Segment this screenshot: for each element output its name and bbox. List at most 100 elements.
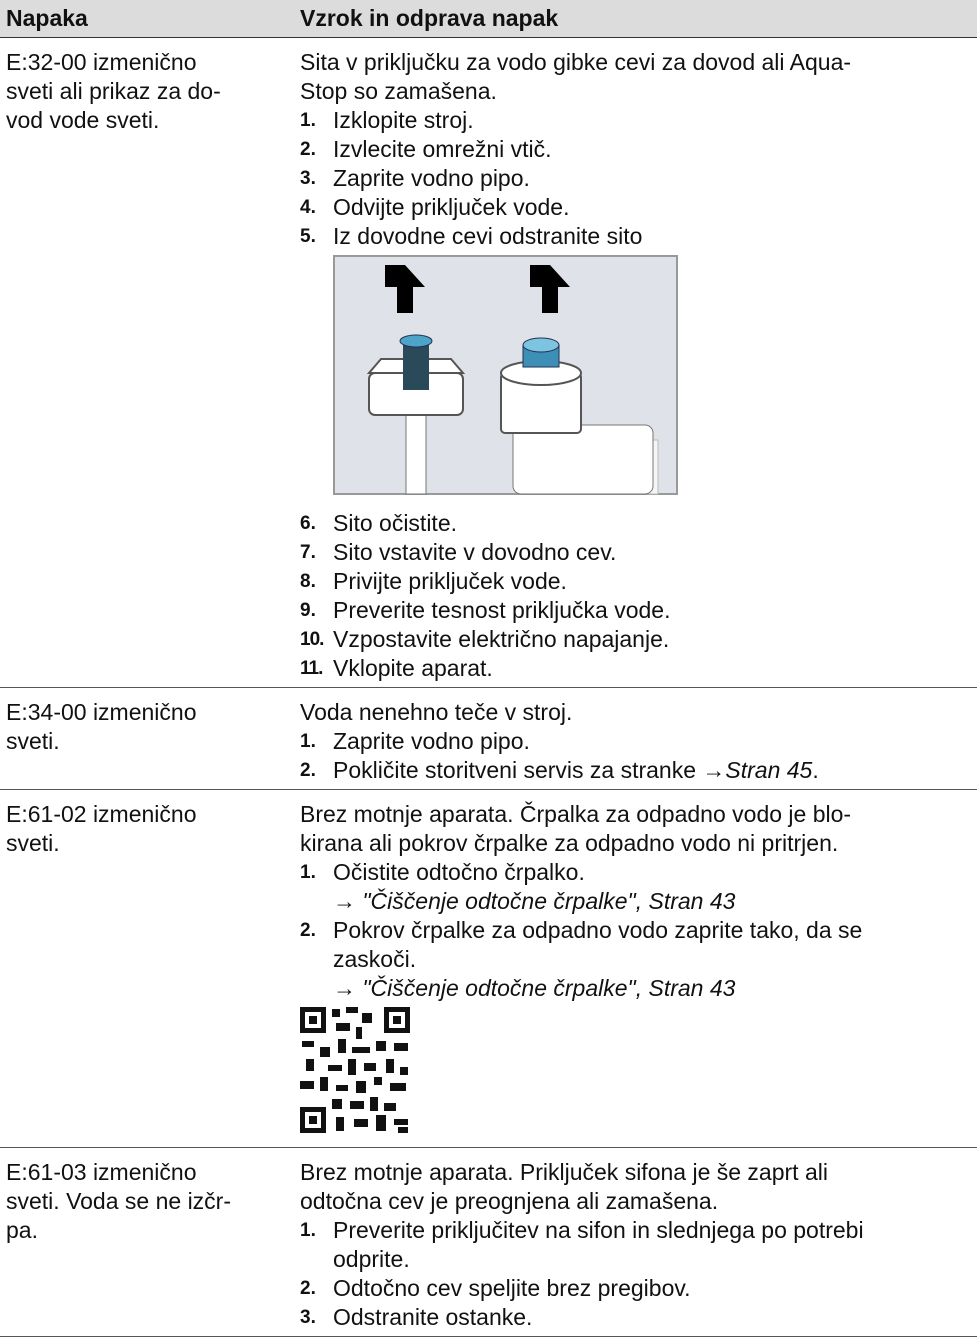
reference-link[interactable]: → "Čiščenje odtočne črpalke", Stran 43	[333, 888, 736, 914]
step-line: 8. Privijte priključek vode.	[300, 567, 977, 596]
step-number: 6.	[300, 513, 316, 534]
step-number: 11.	[300, 658, 323, 679]
cause-text: Sita v priključku za vodo gibke cevi za …	[300, 49, 852, 75]
step-text: Privijte priključek vode.	[333, 568, 567, 594]
table-row: E:32-00 izmenično sveti ali prikaz za do-…	[0, 38, 977, 688]
step-line: 2. Pokličite storitveni servis za stranke…	[300, 756, 977, 785]
cause-cell: Sita v priključku za vodo gibke cevi za …	[300, 38, 977, 687]
step-number	[300, 1245, 333, 1274]
reference-line: → "Čiščenje odtočne črpalke", Stran 43	[300, 887, 977, 916]
step-text: Iz dovodne cevi odstranite sito	[333, 223, 643, 249]
step-text: Odtočno cev speljite brez pregibov.	[333, 1275, 691, 1301]
step-line: 5. Iz dovodne cevi odstranite sito	[300, 222, 977, 251]
cause-text: Voda nenehno teče v stroj.	[300, 699, 573, 725]
fault-cell: E:32-00 izmenično sveti ali prikaz za do-…	[0, 38, 300, 687]
illustration	[333, 255, 678, 495]
step-line: 3. Odstranite ostanke.	[300, 1303, 977, 1332]
step-text: odprite.	[333, 1246, 410, 1272]
step-number	[300, 945, 333, 974]
indent	[300, 887, 333, 916]
link-suffix: .	[812, 757, 819, 783]
fault-cell: E:61-02 izmenično sveti.	[0, 790, 300, 1147]
step-number: 8.	[300, 571, 316, 592]
step-line: 2. Izvlecite omrežni vtič.	[300, 135, 977, 164]
fault-text: sveti. Voda se ne izčr-	[6, 1188, 231, 1214]
fault-text: vod vode sveti.	[6, 107, 160, 133]
indent	[300, 974, 333, 1003]
step-line: zaskoči.	[300, 945, 977, 974]
step-number: 1.	[300, 110, 316, 131]
header-cell: Napaka	[6, 5, 88, 31]
step-number: 4.	[300, 197, 316, 218]
step-line: 1. Izklopite stroj.	[300, 106, 977, 135]
step-line: 3. Zaprite vodno pipo.	[300, 164, 977, 193]
step-number: 2.	[300, 760, 316, 781]
cause-cell: Brez motnje aparata. Črpalka za odpadno …	[300, 790, 977, 1147]
step-line: 11. Vklopite aparat.	[300, 654, 977, 683]
step-line: 7. Sito vstavite v dovodno cev.	[300, 538, 977, 567]
step-line: 6. Sito očistite.	[300, 509, 977, 538]
step-text: Sito vstavite v dovodno cev.	[333, 539, 617, 565]
cause-text: odtočna cev je preognjena ali zamašena.	[300, 1188, 719, 1214]
table-body: E:32-00 izmenično sveti ali prikaz za do-…	[0, 38, 977, 1337]
step-line: 9. Preverite tesnost priključka vode.	[300, 596, 977, 625]
step-number: 5.	[300, 226, 316, 247]
fault-text: sveti ali prikaz za do-	[6, 78, 221, 104]
fault-text: E:34-00 izmenično	[6, 699, 197, 725]
step-line: 1. Zaprite vodno pipo.	[300, 727, 977, 756]
link[interactable]: Stran 45	[725, 757, 813, 783]
fault-text: E:32-00 izmenično	[6, 49, 197, 75]
cause-text: kirana ali pokrov črpalke za odpadno vod…	[300, 830, 839, 856]
step-line: 10. Vzpostavite električno napajanje.	[300, 625, 977, 654]
step-text: Odstranite ostanke.	[333, 1304, 533, 1330]
step-text: Sito očistite.	[333, 510, 457, 536]
step-number: 10.	[300, 629, 324, 650]
cause-text: Brez motnje aparata. Priključek sifona j…	[300, 1159, 828, 1185]
step-text: Izvlecite omrežni vtič.	[333, 136, 552, 162]
fault-cell: E:61-03 izmenično sveti. Voda se ne izčr-…	[0, 1148, 300, 1336]
header-cell: Vzrok in odprava napak	[300, 5, 559, 31]
reference-line: → "Čiščenje odtočne črpalke", Stran 43	[300, 974, 977, 1003]
step-number: 3.	[300, 1307, 316, 1328]
step-text: Očistite odtočno črpalko.	[333, 859, 585, 885]
fault-text: sveti.	[6, 830, 60, 856]
step-text: Pokrov črpalke za odpadno vodo zaprite t…	[333, 917, 863, 943]
step-number: 1.	[300, 731, 316, 752]
cause-cell: Voda nenehno teče v stroj. 1. Zaprite vodn…	[300, 688, 977, 789]
table-row: E:61-03 izmenično sveti. Voda se ne izčr-…	[0, 1148, 977, 1337]
step-text: Vzpostavite električno napajanje.	[333, 626, 670, 652]
step-number: 1.	[300, 1220, 316, 1241]
step-line: 1. Očistite odtočno črpalko.	[300, 858, 977, 887]
step-number: 2.	[300, 920, 316, 941]
step-number: 1.	[300, 862, 316, 883]
fault-text: E:61-02 izmenično	[6, 801, 197, 827]
step-number: 2.	[300, 1278, 316, 1299]
reference-link[interactable]: → "Čiščenje odtočne črpalke", Stran 43	[333, 975, 736, 1001]
cause-cell: Brez motnje aparata. Priključek sifona j…	[300, 1148, 977, 1336]
step-text: Zaprite vodno pipo.	[333, 165, 530, 191]
table-row: E:34-00 izmenično sveti. Voda nenehno teče…	[0, 688, 977, 790]
step-line: 4. Odvijte priključek vode.	[300, 193, 977, 222]
step-text: Pokličite storitveni servis za stranke	[333, 757, 697, 783]
step-text: zaskoči.	[333, 946, 417, 972]
step-text: Preverite tesnost priključka vode.	[333, 597, 671, 623]
step-line: 1. Preverite priključitev na sifon in sle…	[300, 1216, 977, 1245]
step-line: 2. Pokrov črpalke za odpadno vodo zaprite…	[300, 916, 977, 945]
table-row: E:61-02 izmenično sveti. Brez motnje apara…	[0, 790, 977, 1148]
step-line: odprite.	[300, 1245, 977, 1274]
step-number: 3.	[300, 168, 316, 189]
step-number: 7.	[300, 542, 316, 563]
fault-cell: E:34-00 izmenično sveti.	[0, 688, 300, 789]
fault-text: E:61-03 izmenično	[6, 1159, 197, 1185]
cause-text: Brez motnje aparata. Črpalka za odpadno …	[300, 801, 852, 827]
step-text: Odvijte priključek vode.	[333, 194, 570, 220]
link-arrow: →	[702, 757, 726, 783]
header-row: Napaka Vzrok in odprava napak	[0, 0, 977, 38]
qr-code	[300, 1007, 410, 1133]
step-number: 2.	[300, 139, 316, 160]
step-text: Zaprite vodno pipo.	[333, 728, 530, 754]
fault-text: sveti.	[6, 728, 60, 754]
step-line: 2. Odtočno cev speljite brez pregibov.	[300, 1274, 977, 1303]
cause-text: Stop so zamašena.	[300, 78, 497, 104]
